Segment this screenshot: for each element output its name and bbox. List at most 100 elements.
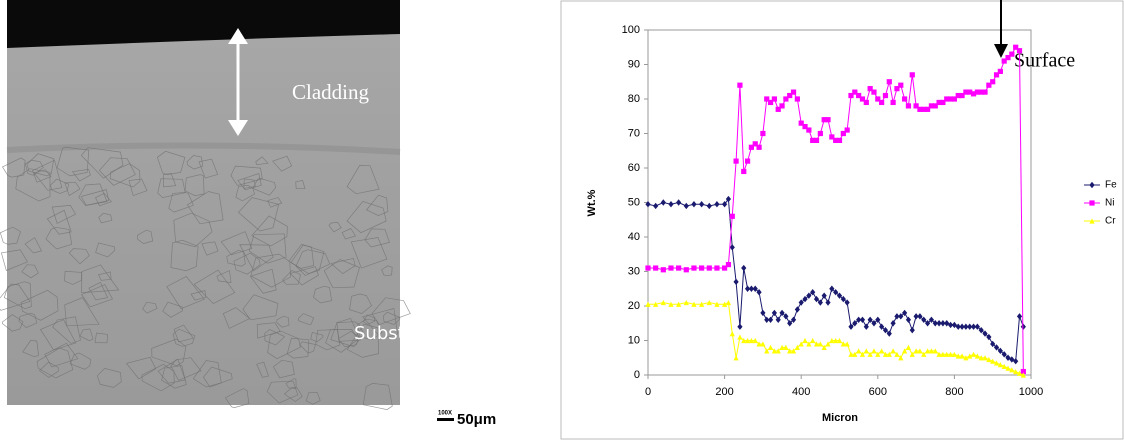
marker (1009, 52, 1014, 57)
marker (825, 117, 830, 122)
marker (910, 72, 915, 77)
plot-area (648, 30, 1031, 375)
marker (814, 138, 819, 143)
marker (776, 317, 781, 323)
y-tick-label: 60 (628, 162, 640, 174)
marker (883, 93, 888, 98)
legend-label: Fe (1105, 180, 1117, 191)
marker (802, 338, 807, 343)
marker (864, 324, 869, 330)
marker (737, 334, 742, 339)
surface-annotation: Surface (1014, 50, 1075, 72)
marker (891, 100, 896, 105)
substrate-label: Substrate (354, 323, 441, 344)
y-tick-label: 0 (634, 369, 640, 381)
y-tick-label: 80 (628, 93, 640, 105)
marker (1017, 313, 1022, 319)
marker (971, 352, 976, 357)
marker (825, 299, 830, 305)
marker (768, 345, 773, 350)
y-tick-label: 90 (628, 58, 640, 70)
x-tick-label: 1000 (1019, 386, 1043, 398)
marker (910, 327, 915, 333)
marker (1089, 200, 1094, 205)
marker (906, 103, 911, 108)
marker (772, 96, 777, 101)
marker (1089, 182, 1094, 188)
marker (818, 131, 823, 136)
marker (864, 100, 869, 105)
marker (887, 79, 892, 84)
marker (760, 131, 765, 136)
y-tick-label: 20 (628, 300, 640, 312)
marker (730, 214, 735, 219)
marker (676, 265, 681, 270)
marker (998, 69, 1003, 74)
marker (845, 127, 850, 132)
marker (860, 317, 865, 323)
marker (906, 345, 911, 350)
x-axis-label: Micron (822, 412, 858, 424)
marker (737, 83, 742, 88)
x-tick-label: 200 (715, 386, 733, 398)
marker (772, 310, 777, 316)
marker (645, 265, 650, 270)
micrograph: Cladding Substrate 100X 50μm (0, 0, 496, 428)
cladding-label: Cladding (292, 80, 369, 104)
legend-label: Cr (1105, 216, 1116, 227)
marker (864, 348, 869, 353)
marker (661, 199, 666, 205)
y-tick-label: 50 (628, 196, 640, 208)
marker (733, 279, 738, 285)
x-tick-label: 600 (869, 386, 887, 398)
marker (707, 203, 712, 209)
marker (837, 138, 842, 143)
magnification: 100X (438, 411, 452, 417)
y-axis-label: Wt.% (586, 189, 598, 216)
marker (856, 348, 861, 353)
marker (676, 199, 681, 205)
marker (733, 355, 738, 360)
marker (879, 100, 884, 105)
marker (741, 265, 746, 271)
y-tick-label: 30 (628, 265, 640, 277)
scale-label: 50μm (457, 411, 496, 428)
x-tick-label: 800 (945, 386, 963, 398)
figure: Cladding Substrate 100X 50μm Micron Wt.%… (0, 0, 1124, 440)
marker (990, 79, 995, 84)
marker (756, 145, 761, 150)
marker (733, 159, 738, 164)
x-tick-label: 400 (792, 386, 810, 398)
marker (714, 201, 719, 207)
marker (726, 262, 731, 267)
marker (699, 265, 704, 270)
marker (714, 265, 719, 270)
marker (806, 127, 811, 132)
marker (737, 324, 742, 330)
page: Cladding Substrate 100X 50μm Micron Wt.%… (0, 0, 1124, 440)
marker (871, 90, 876, 95)
marker (741, 169, 746, 174)
marker (726, 300, 731, 305)
marker (879, 348, 884, 353)
marker (668, 201, 673, 207)
marker (898, 83, 903, 88)
marker (691, 201, 696, 207)
series-line (648, 47, 1023, 371)
marker (810, 338, 815, 343)
marker (779, 103, 784, 108)
marker (691, 265, 696, 270)
marker (668, 265, 673, 270)
marker (795, 306, 800, 312)
marker (684, 203, 689, 209)
marker (1017, 48, 1022, 53)
y-tick-label: 10 (628, 334, 640, 346)
marker (891, 348, 896, 353)
marker (730, 331, 735, 336)
marker (661, 267, 666, 272)
marker (795, 96, 800, 101)
marker (707, 265, 712, 270)
marker (653, 203, 658, 209)
marker (906, 317, 911, 323)
micrograph-image (7, 0, 400, 405)
